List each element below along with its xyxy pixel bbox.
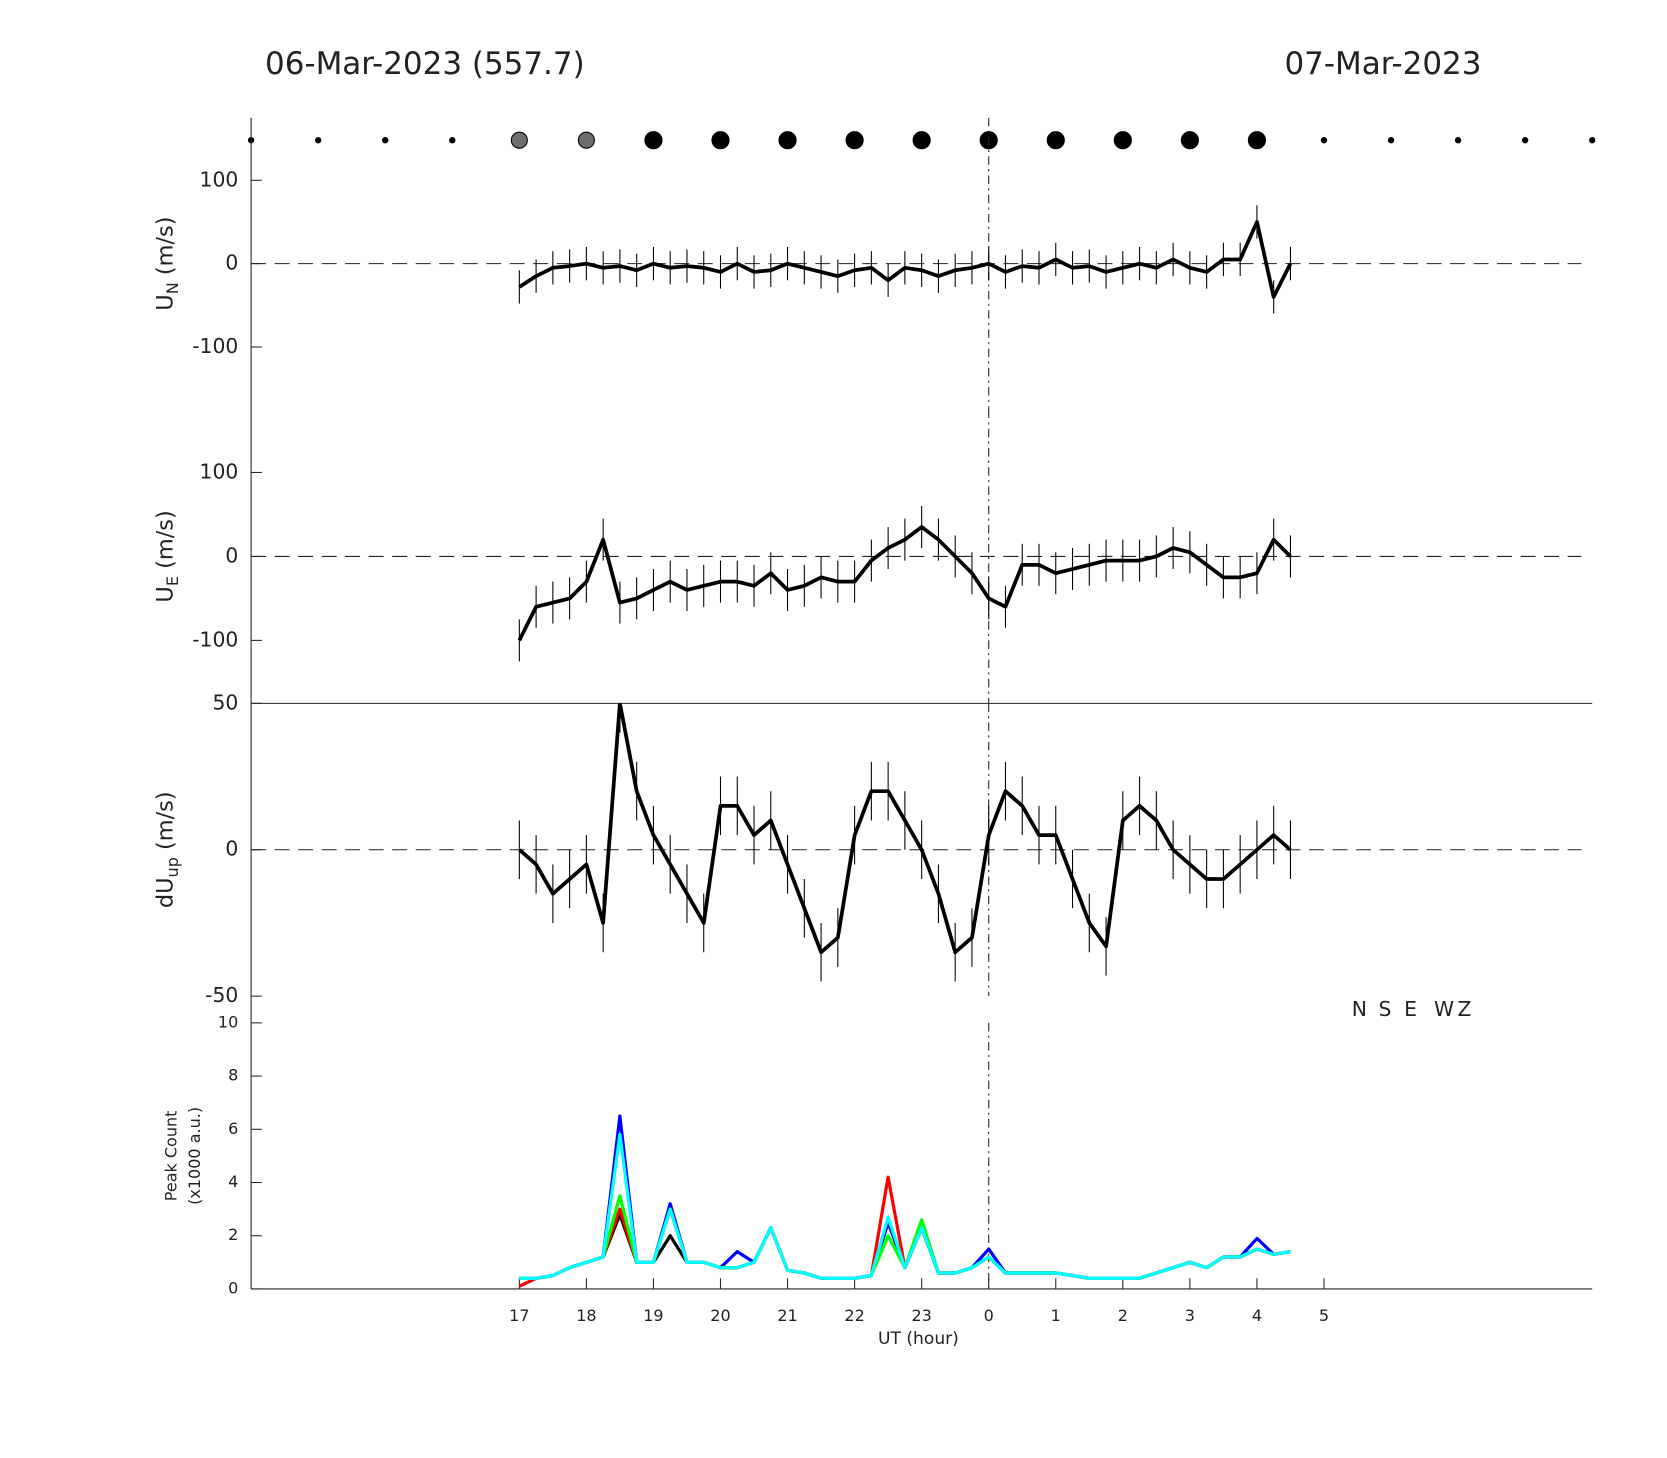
y-tick-label: 2 [228,1225,238,1244]
x-tick-label: 1 [1051,1306,1061,1325]
y-label-sub: E [163,576,182,586]
x-tick-label: 4 [1252,1306,1262,1325]
y-tick-label: 100 [200,167,239,191]
y-axis-label: (x1000 a.u.) [185,1107,204,1205]
x-tick-label: 5 [1319,1306,1329,1325]
y-label-part: (m/s) [152,217,178,283]
x-tick-label: 20 [710,1306,730,1325]
y-tick-label: 4 [228,1172,238,1191]
y-label-part: (m/s) [152,510,178,576]
y-tick-label: 6 [228,1119,238,1138]
y-tick-label: 8 [228,1066,238,1085]
legend-entry: S [1378,997,1391,1021]
x-tick-label: 2 [1118,1306,1128,1325]
x-tick-label: 21 [777,1306,797,1325]
y-tick-label: 50 [212,690,238,714]
y-label-sub: N [163,282,182,294]
data-line [519,1133,1291,1280]
x-tick-label: 3 [1185,1306,1195,1325]
data-line [518,220,1293,299]
data-line [518,1175,1291,1288]
legend-entry: N [1352,997,1367,1021]
y-tick-label: 0 [225,543,238,567]
data-line [518,703,1292,955]
y-tick-label: 0 [228,1278,238,1297]
y-tick-label: 10 [218,1012,238,1031]
data-line [517,525,1292,642]
y-tick-label: -100 [192,334,238,358]
x-tick-label: 18 [576,1306,596,1325]
legend-entry: W [1434,997,1454,1021]
y-axis-label: Peak Count [162,1111,181,1202]
y-axis-label: dUup (m/s) [152,791,181,908]
y-label-sub: up [163,857,182,877]
sky-markers [247,131,1596,150]
x-axis-label: UT (hour) [878,1329,959,1349]
x-tick-label: 23 [911,1306,931,1325]
y-tick-label: 0 [225,251,238,275]
x-tick-label: 17 [509,1306,529,1325]
legend-entry: E [1404,997,1417,1021]
y-axis-label: UE (m/s) [152,510,181,602]
x-tick-label: 19 [643,1306,663,1325]
y-label-part: U [152,586,178,602]
y-tick-label: 100 [200,459,239,483]
date-title: 06-Mar-2023 (557.7) [265,46,585,82]
y-label-part: dU [152,877,178,908]
x-tick-label: 0 [984,1306,994,1325]
y-axis-label: UN (m/s) [152,217,181,311]
x-tick-label: 22 [844,1306,864,1325]
y-tick-label: -50 [205,983,238,1007]
y-tick-label: 0 [225,837,238,861]
y-tick-label: -100 [192,627,238,651]
legend-entry: Z [1458,997,1472,1021]
y-label-part: (m/s) [152,791,178,857]
date-title: 07-Mar-2023 [1284,46,1481,82]
y-label-part: U [152,294,178,310]
